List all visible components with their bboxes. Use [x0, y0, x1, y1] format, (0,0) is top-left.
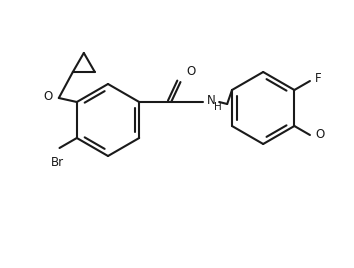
- Text: F: F: [315, 73, 321, 85]
- Text: O: O: [44, 90, 53, 102]
- Text: O: O: [187, 65, 196, 78]
- Text: Br: Br: [51, 156, 64, 169]
- Text: H: H: [214, 102, 222, 112]
- Text: O: O: [315, 128, 324, 142]
- Text: N: N: [207, 95, 216, 107]
